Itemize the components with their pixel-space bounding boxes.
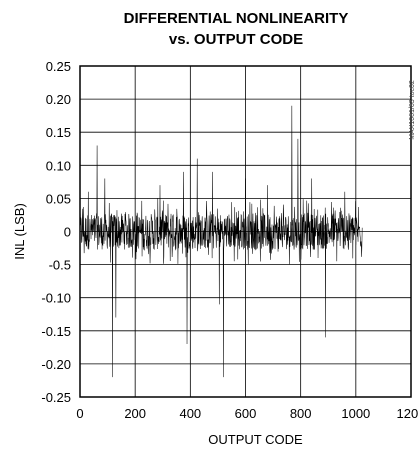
x-tick-label: 400	[179, 406, 201, 421]
y-tick-label: 0.20	[46, 92, 71, 107]
x-tick-label: 800	[290, 406, 312, 421]
x-tick-labels: 0 200 400 600 800 1000 1200	[76, 406, 418, 421]
x-axis-label: OUTPUT CODE	[208, 432, 303, 447]
x-tick-label: 200	[124, 406, 146, 421]
y-tick-label: -0.25	[41, 390, 71, 405]
figure-id-note: MAX1061/63 toc02	[409, 80, 416, 140]
x-tick-label: 0	[76, 406, 83, 421]
y-tick-label: -0.15	[41, 324, 71, 339]
y-tick-label: -0.20	[41, 357, 71, 372]
chart-title-line2: vs. OUTPUT CODE	[169, 31, 303, 48]
plot-frame	[79, 65, 412, 398]
y-tick-label: 0.25	[46, 59, 71, 74]
y-tick-label: -0.10	[41, 291, 71, 306]
y-tick-label: 0.05	[46, 191, 71, 206]
x-tick-label: 1000	[341, 406, 370, 421]
y-tick-label: 0	[64, 225, 71, 240]
y-axis-label: INL (LSB)	[12, 203, 27, 260]
x-tick-label: 1200	[397, 406, 418, 421]
y-tick-label: -0.5	[49, 258, 71, 273]
chart-title-line1: DIFFERENTIAL NONLINEARITY	[124, 10, 349, 27]
y-tick-label: 0.15	[46, 125, 71, 140]
x-tick-label: 600	[235, 406, 257, 421]
dnl-series	[79, 105, 363, 378]
y-tick-labels: 0.25 0.20 0.15 0.10 0.05 0 -0.5 -0.10 -0.15 -0.20…	[41, 59, 71, 405]
dnl-trace	[79, 105, 363, 378]
y-tick-label: 0.10	[46, 158, 71, 173]
